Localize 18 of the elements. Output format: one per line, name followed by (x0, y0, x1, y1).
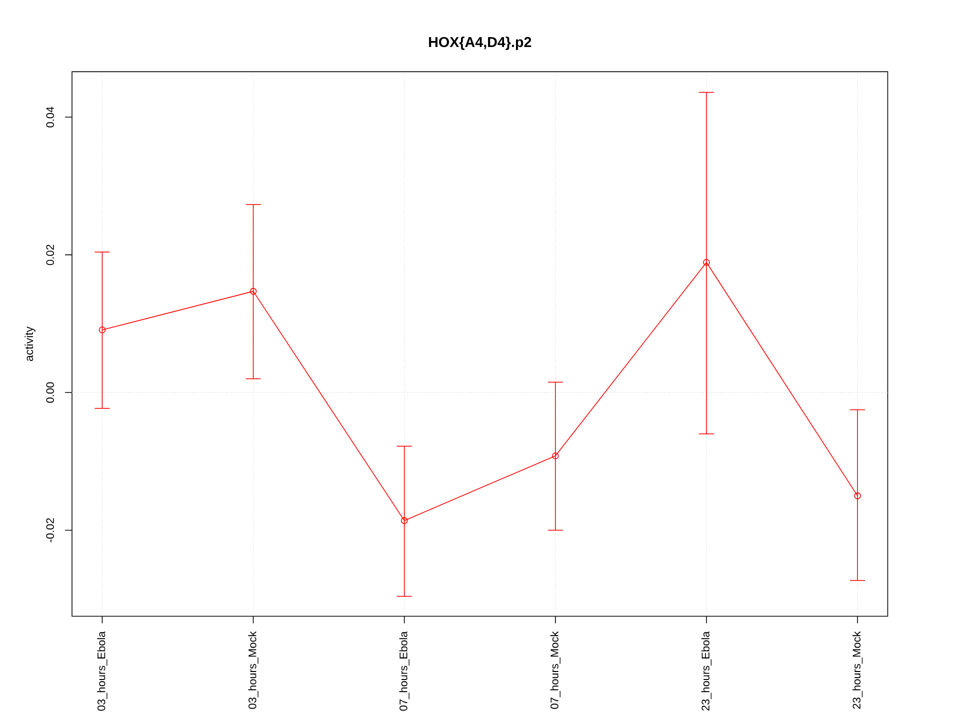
point (400, 517, 408, 524)
x-tick-label: 23_hours_Mock (852, 631, 863, 709)
point (250, 288, 257, 295)
y-tick-label: 0.04 (46, 106, 54, 128)
y-axis-title: activity (24, 326, 36, 362)
x-tick-label: 03_hours_Mock (248, 631, 258, 709)
point (703, 259, 710, 266)
point (552, 452, 559, 460)
y-tick-label: 0.00 (46, 382, 54, 403)
x-tick-label: 23_hours_Ebola (701, 631, 712, 711)
x-tick-label: 07_hours_Mock (550, 631, 560, 709)
point (854, 492, 861, 500)
point (98, 326, 106, 334)
y-tick-label: 0.02 (46, 244, 54, 266)
y-tick-label: -0.02 (46, 518, 54, 542)
chart-title: HOX{A4,D4}.p2 (429, 36, 532, 50)
x-tick-label: 03_hours_Ebola (97, 631, 108, 711)
x-tick-label: 07_hours_Ebola (399, 631, 410, 711)
